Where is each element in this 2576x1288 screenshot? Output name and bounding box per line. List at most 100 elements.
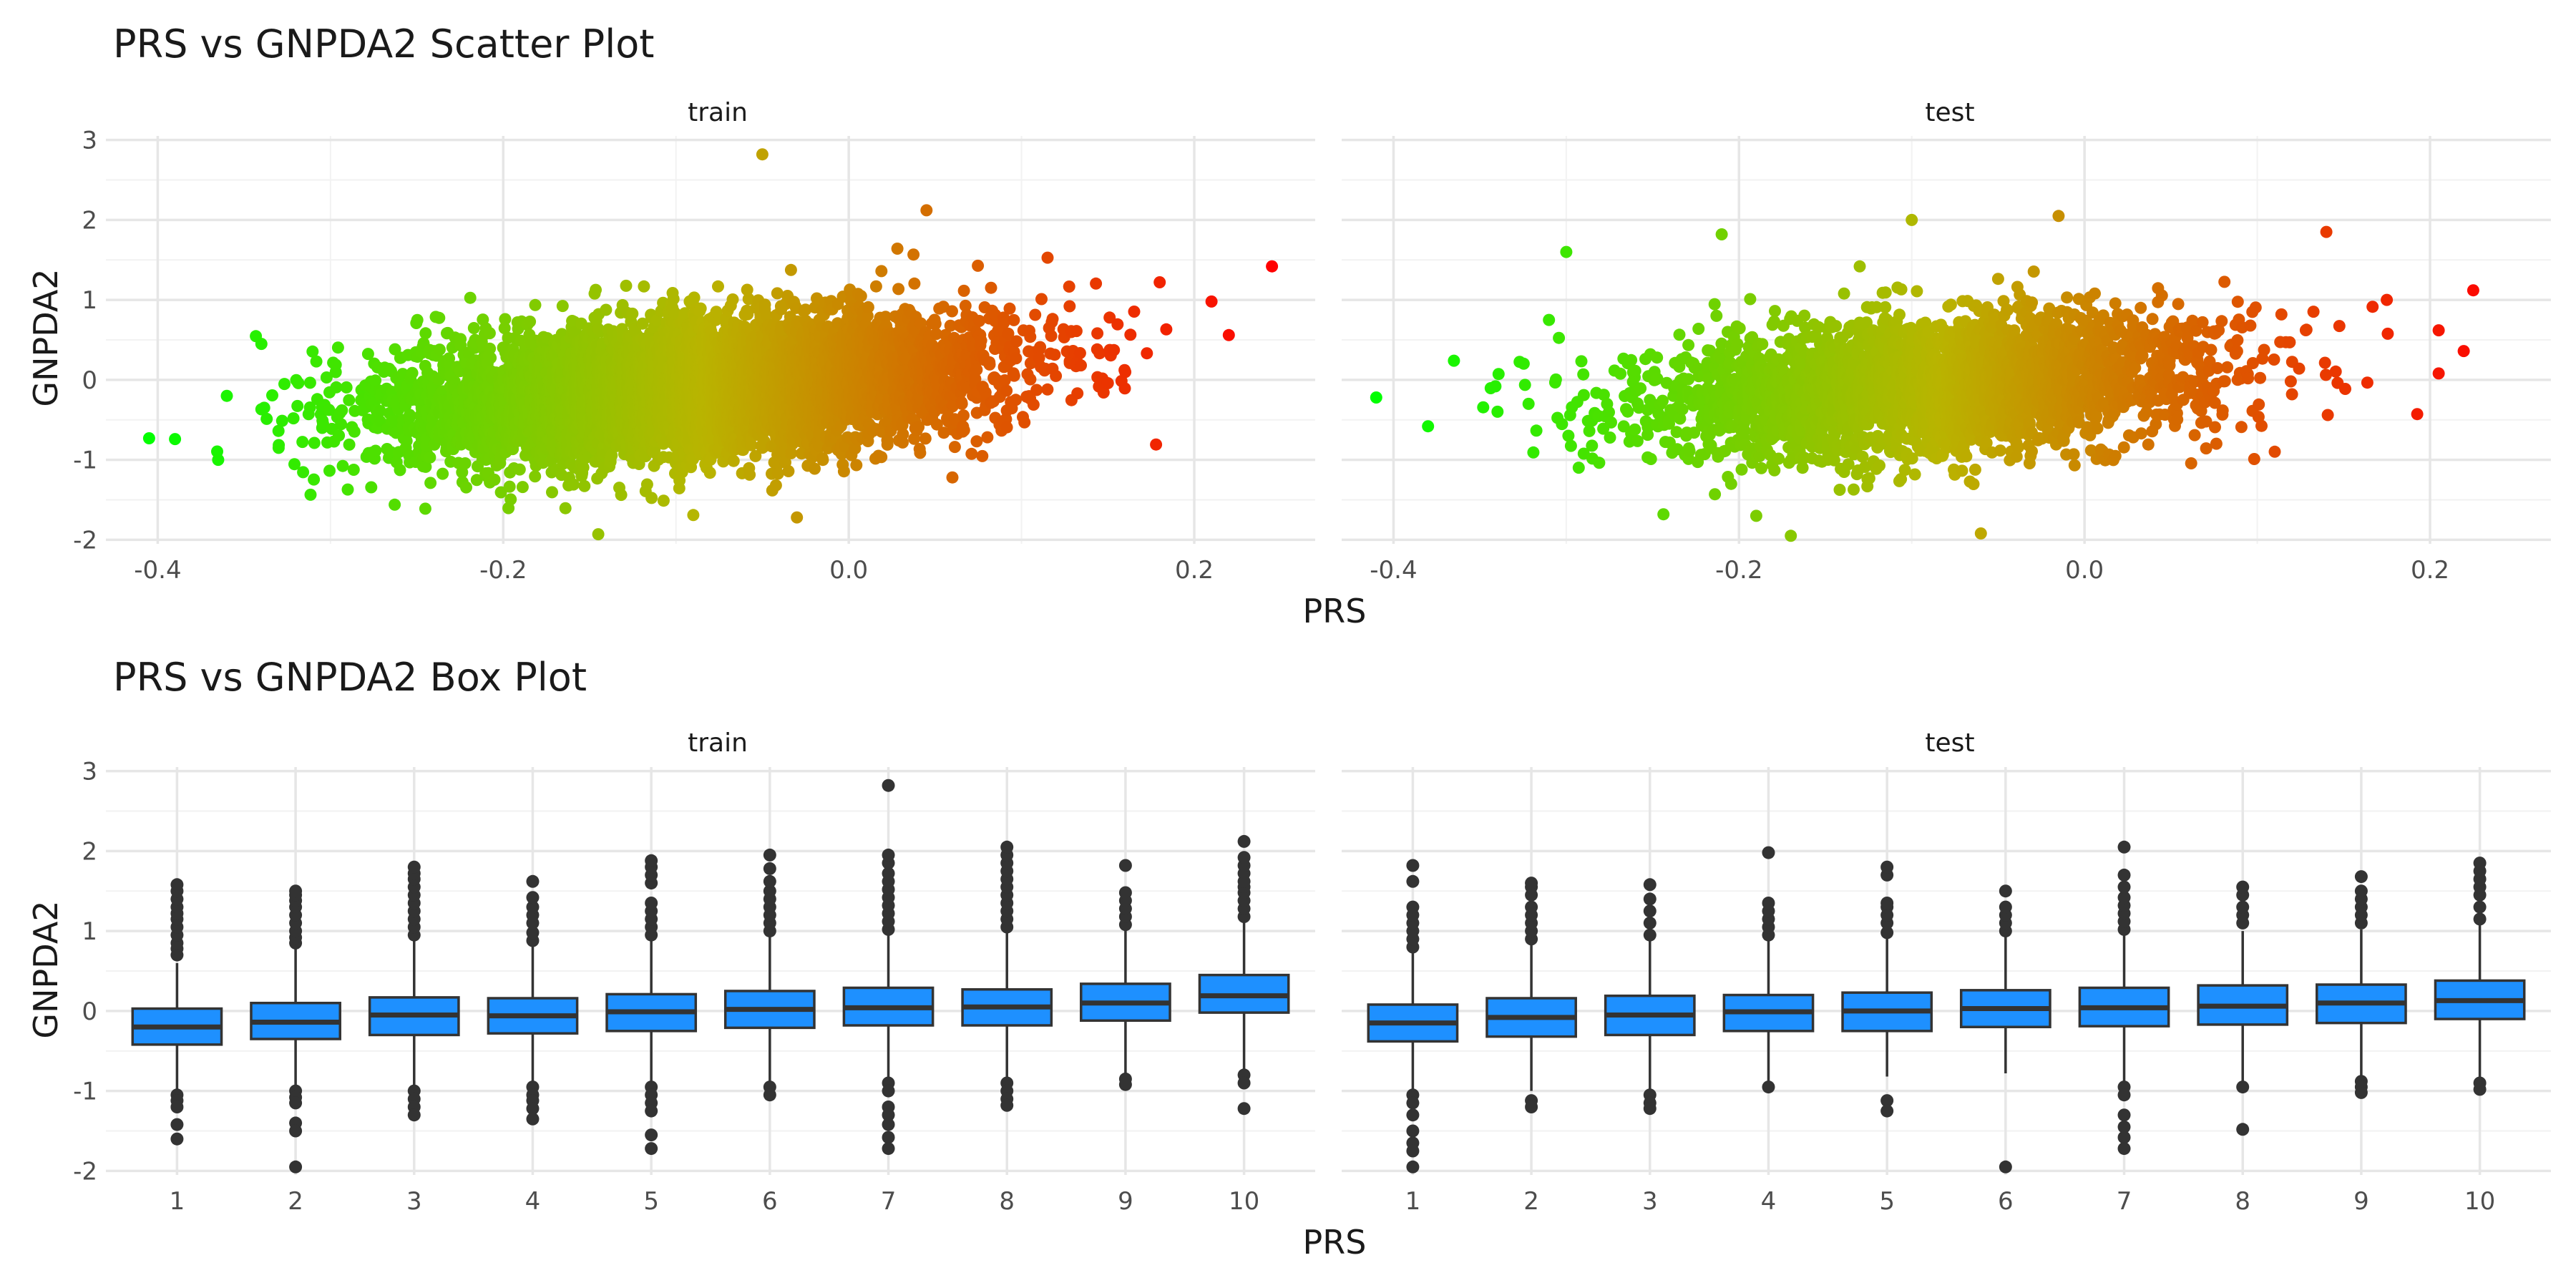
y-tick-label: -2 [73, 526, 97, 555]
scatter-point [703, 467, 716, 479]
scatter-point [323, 404, 336, 416]
scatter-title: PRS vs GNPDA2 Scatter Plot [113, 21, 654, 67]
scatter-point [657, 494, 670, 507]
scatter-point [615, 489, 628, 502]
scatter-point [292, 376, 305, 389]
scatter-point [310, 355, 323, 368]
scatter-facet-test: test [1925, 98, 1974, 127]
scatter-point [308, 473, 321, 486]
scatter-point [483, 327, 496, 340]
scatter-point [600, 303, 613, 316]
scatter-point [374, 404, 386, 417]
scatter-point [329, 358, 342, 371]
box-y-axis-label: GNPDA2 [26, 900, 65, 1038]
scatter-point [433, 311, 446, 324]
scatter-point [769, 479, 782, 492]
scatter-point [727, 454, 740, 467]
box-facet-train: train [688, 728, 748, 758]
scatter-point [592, 528, 605, 541]
scatter-point [341, 483, 354, 496]
scatter-point [316, 417, 329, 430]
scatter-point [255, 338, 268, 351]
scatter-point [784, 263, 797, 276]
scatter-point [782, 465, 795, 477]
scatter-point [323, 464, 336, 477]
x-tick-label: 0.0 [829, 556, 868, 585]
box-x-axis-label: PRS [1303, 1223, 1367, 1262]
scatter-point [404, 409, 416, 421]
scatter-point [667, 293, 680, 306]
scatter-point [756, 148, 769, 161]
scatter-point [791, 511, 804, 524]
scatter-point [369, 444, 382, 457]
y-tick-label: 2 [82, 206, 97, 235]
scatter-point [419, 460, 432, 473]
y-tick-label: -1 [73, 447, 97, 475]
scatter-point [726, 293, 739, 306]
scatter-point [340, 381, 353, 394]
scatter-point [524, 316, 537, 328]
scatter-point [343, 394, 356, 406]
scatter-point [484, 351, 497, 364]
scatter-point [275, 414, 288, 427]
scatter-point [304, 488, 317, 501]
scatter-point [320, 371, 333, 384]
scatter-point [578, 479, 591, 492]
scatter-point [687, 509, 700, 522]
scatter-point [411, 313, 424, 326]
scatter-point [816, 454, 829, 467]
x-tick-label: 0.2 [1175, 556, 1214, 585]
scatter-point [389, 343, 401, 356]
scatter-point [470, 474, 483, 487]
scatter-point [335, 418, 348, 431]
scatter-point [460, 481, 472, 494]
scatter-point [297, 466, 310, 479]
y-tick-label: 0 [82, 366, 97, 395]
scatter-point [303, 376, 316, 389]
y-tick-label: 3 [82, 127, 97, 155]
scatter-point [546, 486, 558, 499]
scatter-point [464, 291, 477, 304]
box-facet-test: test [1925, 728, 1974, 758]
y-tick-label: 1 [82, 286, 97, 315]
scatter-y-axis-label: GNPDA2 [26, 268, 65, 406]
scatter-point [258, 401, 270, 414]
scatter-point [260, 412, 273, 425]
scatter-point [712, 280, 724, 293]
scatter-point [626, 307, 639, 320]
scatter-point [638, 280, 650, 293]
box-title: PRS vs GNPDA2 Box Plot [113, 655, 587, 700]
scatter-point [273, 439, 286, 452]
scatter-point [529, 470, 542, 483]
scatter-point [169, 433, 182, 446]
scatter-point [288, 458, 301, 471]
scatter-point [306, 345, 319, 358]
x-tick-label: -0.2 [479, 556, 527, 585]
scatter-point [278, 378, 291, 391]
scatter-point [503, 480, 516, 493]
scatter-point [369, 374, 382, 387]
scatter-point [424, 477, 437, 489]
scatter-point [694, 302, 707, 315]
scatter-point [361, 348, 374, 361]
scatter-point [758, 298, 771, 311]
scatter-point [433, 343, 446, 356]
scatter-point [494, 486, 507, 499]
scatter-point [498, 322, 511, 335]
scatter-point [343, 438, 356, 451]
scatter-point [504, 493, 517, 506]
scatter-point [419, 502, 431, 515]
scatter-point [556, 300, 569, 313]
scatter-point [590, 283, 602, 296]
scatter-point [688, 291, 701, 304]
scatter-point [347, 464, 360, 476]
scatter-point [212, 454, 225, 467]
scatter-point [400, 434, 413, 447]
scatter-point [771, 287, 784, 300]
scatter-point [620, 279, 633, 292]
scatter-point [291, 399, 304, 412]
scatter-x-axis-label: PRS [1303, 592, 1367, 630]
scatter-point [516, 481, 529, 494]
